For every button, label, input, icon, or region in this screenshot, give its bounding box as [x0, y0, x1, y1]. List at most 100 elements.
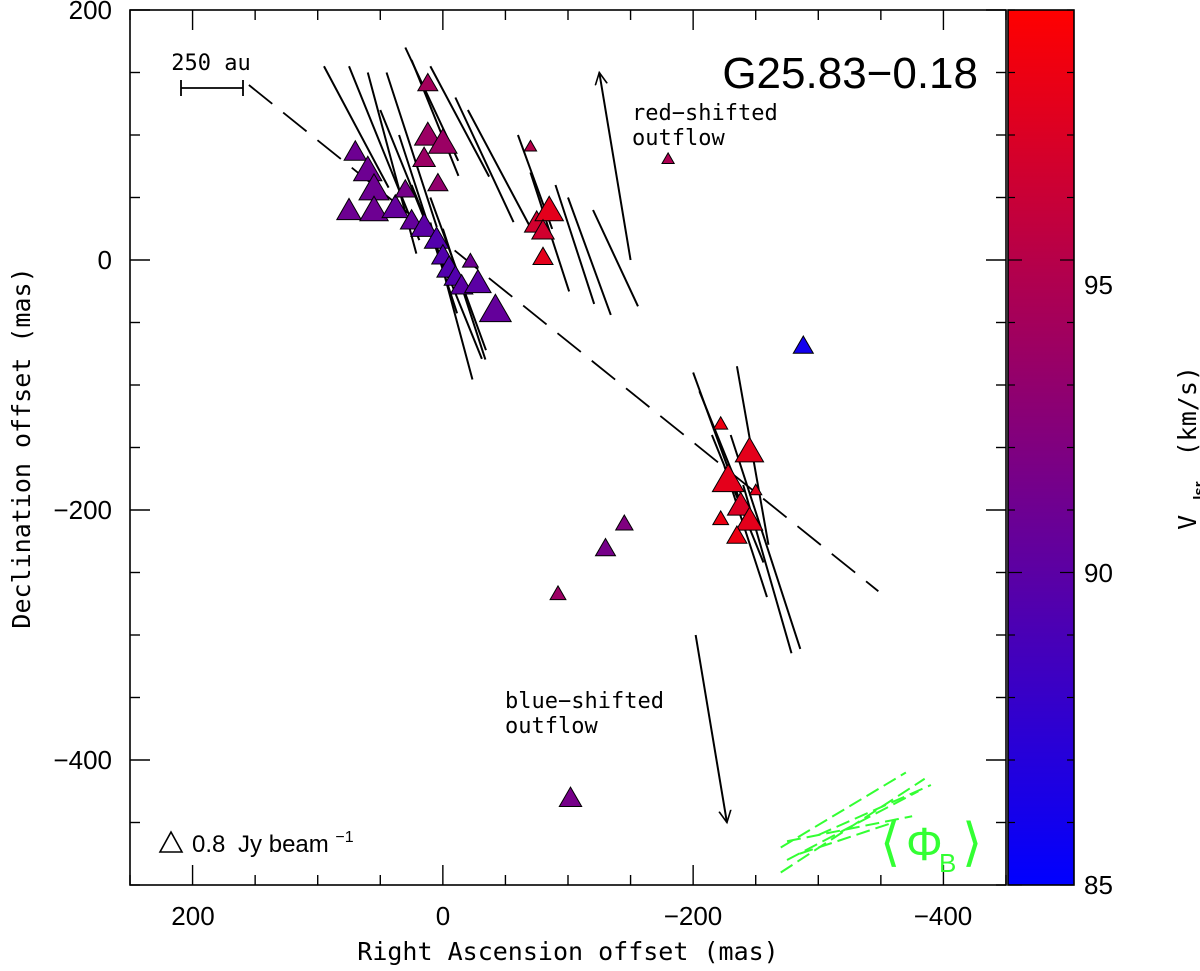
maser-point [381, 193, 410, 219]
maser-point [792, 335, 815, 354]
maser-point [534, 195, 565, 222]
polarization-vector [467, 109, 534, 232]
field-symbol-subscript: B [939, 848, 956, 878]
maser-point [335, 197, 363, 221]
red-outflow-annotation: red−shifted outflow [632, 101, 778, 151]
blue-outflow-label-line1: blue−shifted [505, 689, 664, 714]
maser-point [523, 139, 538, 152]
x-tick-label: 200 [171, 901, 214, 931]
colorbar-tick-label: 90 [1084, 558, 1113, 588]
flux-legend: 0.8 Jy beam −1 [158, 829, 354, 858]
scale-bar: 250 au [171, 51, 251, 96]
blue-outflow-label-line2: outflow [505, 714, 598, 739]
maser-point [661, 151, 676, 164]
red-outflow-label-line1: red−shifted [632, 101, 778, 126]
maser-point [413, 121, 442, 146]
maser-point [427, 127, 458, 154]
colorbar-tick-label: 95 [1084, 270, 1113, 300]
blue-shifted-outflow-arrow [694, 634, 727, 823]
blue-outflow-annotation: blue−shifted outflow [505, 689, 664, 739]
colorbar-label-main: V [1173, 515, 1200, 530]
maser-point [461, 252, 480, 268]
field-symbol-phi: Φ [906, 818, 943, 870]
colorbar-label-sub: lsr [1191, 481, 1200, 500]
maser-point [416, 72, 439, 92]
polarization-vector [348, 65, 421, 241]
field-direction-line [799, 821, 894, 855]
polarization-vector [567, 197, 612, 316]
polarization-vector [554, 184, 596, 305]
maser-point [478, 293, 513, 323]
maser-point [711, 463, 745, 493]
colorbar [1007, 9, 1075, 886]
chart-title: G25.83−0.18 [722, 49, 978, 98]
flux-legend-triangle-icon [158, 830, 184, 853]
x-tick-labels: 200 0 −200 −400 [171, 901, 972, 931]
maser-point [594, 537, 617, 557]
field-direction-layer [780, 771, 932, 874]
dashed-fit-line-layer [248, 84, 879, 592]
maser-point [427, 172, 449, 192]
colorbar-label-unit: (km/s) [1173, 366, 1200, 456]
maser-point [735, 506, 764, 531]
polarization-vector [592, 209, 639, 307]
maser-point [549, 584, 567, 601]
maser-point [558, 786, 583, 807]
maser-point [359, 195, 390, 222]
polarization-vector [454, 97, 515, 223]
field-direction-line [817, 784, 932, 836]
maser-point [343, 139, 368, 161]
maser-point [734, 436, 765, 463]
x-tick-label: 0 [436, 901, 450, 931]
y-tick-label: 0 [98, 245, 112, 275]
flux-legend-exponent: −1 [335, 829, 353, 846]
axis-ticks [129, 9, 1007, 886]
colorbar-tick-labels: 85 90 95 [1084, 270, 1113, 900]
y-tick-label: −400 [53, 745, 112, 775]
field-symbol-bracket-left: ⟨ [880, 814, 900, 872]
polarization-vector [429, 65, 490, 178]
dashed-fit-line [248, 84, 879, 592]
field-direction-line [786, 815, 913, 843]
maser-points-layer [335, 72, 815, 807]
polarization-vector [323, 65, 390, 189]
flux-legend-unit: Jy beam [238, 831, 329, 858]
maser-point [463, 268, 492, 294]
scale-bar-label: 250 au [171, 51, 250, 76]
colorbar-ticks [1008, 9, 1074, 886]
red-shifted-outflow-arrow [599, 73, 632, 261]
colorbar-label: V lsr (km/s) [1173, 366, 1200, 530]
y-tick-label: −200 [53, 495, 112, 525]
maser-point [423, 226, 450, 249]
maser-point [614, 513, 634, 531]
y-axis-label: Declination offset (mas) [7, 267, 36, 628]
field-direction-line [780, 771, 907, 849]
polarization-vector [729, 434, 802, 650]
maser-point [712, 415, 729, 430]
x-tick-label: −200 [664, 901, 723, 931]
maser-point [410, 212, 439, 237]
field-direction-line [780, 777, 926, 874]
maser-point [726, 491, 755, 516]
maser-point [726, 525, 748, 544]
y-tick-label: 200 [69, 0, 112, 25]
maser-point [399, 208, 424, 230]
maser-point [412, 146, 437, 167]
maser-point [711, 509, 730, 526]
y-tick-labels: 200 0 −200 −400 [53, 0, 112, 775]
flux-legend-text: 0.8 Jy beam −1 [192, 829, 354, 858]
polarization-vector [385, 72, 438, 228]
maser-point [532, 246, 554, 265]
maser-point [748, 483, 763, 496]
field-symbol: ⟨ Φ B ⟩ [880, 814, 982, 878]
x-axis-label: Right Ascension offset (mas) [357, 937, 778, 966]
field-symbol-bracket-right: ⟩ [962, 814, 982, 872]
flux-legend-value: 0.8 [192, 831, 225, 858]
x-tick-label: −400 [914, 901, 973, 931]
colorbar-tick-label: 85 [1084, 870, 1113, 900]
outflow-arrows-layer [599, 73, 727, 823]
maser-point [394, 178, 417, 198]
polarization-vector [410, 59, 460, 177]
